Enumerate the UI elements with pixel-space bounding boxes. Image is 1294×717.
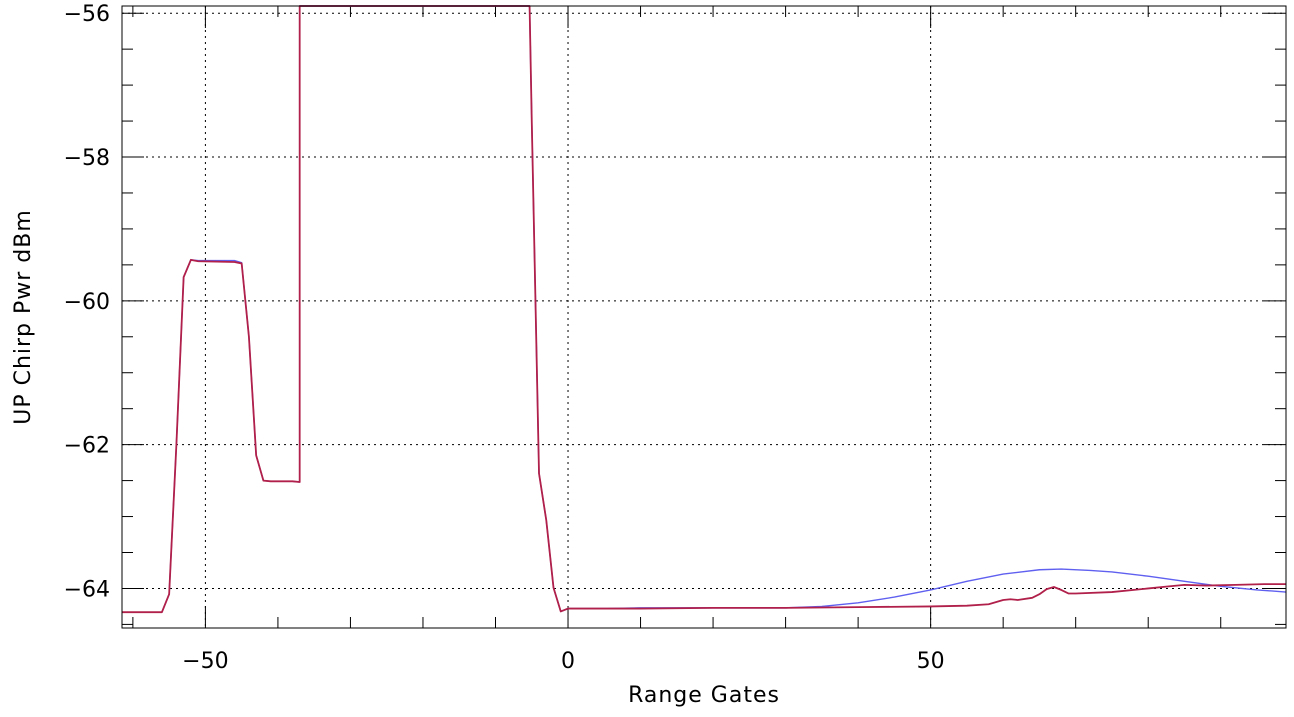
x-tick-label: −50 bbox=[182, 649, 228, 674]
y-tick-label: −60 bbox=[64, 290, 110, 315]
x-tick-label: 50 bbox=[917, 649, 945, 674]
y-tick-label: −58 bbox=[64, 146, 110, 171]
plot-frame bbox=[121, 5, 1287, 629]
plot-series bbox=[122, 5, 1287, 614]
y-tick-labels: −64 −62 −60 −58 −56 bbox=[64, 2, 110, 602]
x-tick-labels: −50 0 50 bbox=[182, 649, 944, 674]
series-line-1 bbox=[122, 5, 1287, 613]
y-axis-label: UP Chirp Pwr dBm bbox=[11, 209, 36, 425]
y-tick-label: −64 bbox=[64, 577, 110, 602]
x-tick-label: 0 bbox=[561, 649, 575, 674]
minor-ticks bbox=[122, 6, 1286, 628]
y-tick-label: −56 bbox=[64, 2, 110, 27]
x-axis-label: Range Gates bbox=[628, 683, 780, 708]
grid-lines bbox=[122, 6, 1286, 628]
series-line-2 bbox=[122, 5, 1286, 614]
y-tick-label: −62 bbox=[64, 434, 110, 459]
